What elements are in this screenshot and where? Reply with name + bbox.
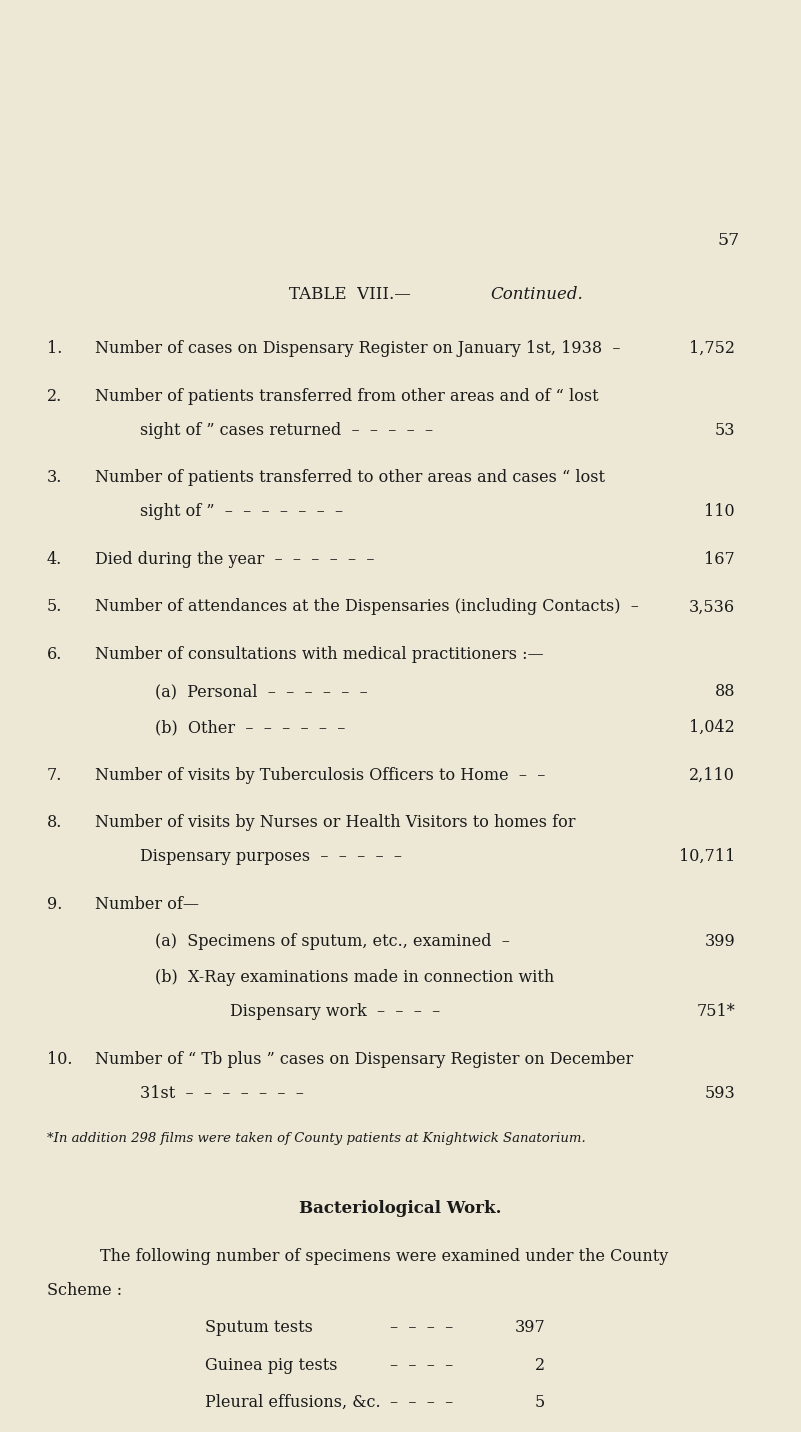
Text: 10.: 10. bbox=[47, 1051, 73, 1068]
Text: 110: 110 bbox=[704, 503, 735, 520]
Text: 167: 167 bbox=[704, 551, 735, 569]
Text: 6.: 6. bbox=[47, 646, 62, 663]
Text: Number of attendances at the Dispensaries (including Contacts)  –: Number of attendances at the Dispensarie… bbox=[95, 599, 639, 616]
Text: TABLE  VIII.—: TABLE VIII.— bbox=[289, 286, 411, 304]
Text: 7.: 7. bbox=[47, 766, 62, 783]
Text: 2.: 2. bbox=[47, 388, 62, 405]
Text: 397: 397 bbox=[514, 1319, 545, 1336]
Text: Sputum tests: Sputum tests bbox=[205, 1319, 313, 1336]
Text: Number of cases on Dispensary Register on January 1st, 1938  –: Number of cases on Dispensary Register o… bbox=[95, 339, 621, 357]
Text: 4.: 4. bbox=[47, 551, 62, 569]
Text: 593: 593 bbox=[704, 1084, 735, 1101]
Text: 3.: 3. bbox=[47, 470, 62, 487]
Text: (a)  Specimens of sputum, etc., examined  –: (a) Specimens of sputum, etc., examined … bbox=[155, 934, 510, 951]
Text: Dispensary work  –  –  –  –: Dispensary work – – – – bbox=[230, 1002, 441, 1020]
Text: sight of ”  –  –  –  –  –  –  –: sight of ” – – – – – – – bbox=[140, 503, 343, 520]
Text: 8.: 8. bbox=[47, 815, 62, 832]
Text: Dispensary purposes  –  –  –  –  –: Dispensary purposes – – – – – bbox=[140, 848, 402, 865]
Text: Number of patients transferred to other areas and cases “ lost: Number of patients transferred to other … bbox=[95, 470, 605, 487]
Text: 53: 53 bbox=[714, 421, 735, 438]
Text: Scheme :: Scheme : bbox=[47, 1282, 122, 1299]
Text: Number of—: Number of— bbox=[95, 896, 199, 914]
Text: 57: 57 bbox=[718, 232, 740, 249]
Text: Bacteriological Work.: Bacteriological Work. bbox=[299, 1200, 501, 1217]
Text: 399: 399 bbox=[704, 934, 735, 951]
Text: Pleural effusions, &c.: Pleural effusions, &c. bbox=[205, 1393, 380, 1411]
Text: 88: 88 bbox=[714, 683, 735, 700]
Text: (b)  Other  –  –  –  –  –  –: (b) Other – – – – – – bbox=[155, 719, 345, 736]
Text: –  –  –  –: – – – – bbox=[390, 1393, 453, 1411]
Text: 5: 5 bbox=[535, 1393, 545, 1411]
Text: sight of ” cases returned  –  –  –  –  –: sight of ” cases returned – – – – – bbox=[140, 421, 433, 438]
Text: Number of patients transferred from other areas and of “ lost: Number of patients transferred from othe… bbox=[95, 388, 598, 405]
Text: 751*: 751* bbox=[696, 1002, 735, 1020]
Text: Died during the year  –  –  –  –  –  –: Died during the year – – – – – – bbox=[95, 551, 375, 569]
Text: Number of visits by Tuberculosis Officers to Home  –  –: Number of visits by Tuberculosis Officer… bbox=[95, 766, 545, 783]
Text: 31st  –  –  –  –  –  –  –: 31st – – – – – – – bbox=[140, 1084, 304, 1101]
Text: *In addition 298 films were taken of County patients at Knightwick Sanatorium.: *In addition 298 films were taken of Cou… bbox=[47, 1133, 586, 1146]
Text: 1.: 1. bbox=[47, 339, 62, 357]
Text: 10,711: 10,711 bbox=[678, 848, 735, 865]
Text: 3,536: 3,536 bbox=[689, 599, 735, 616]
Text: (b)  X-Ray examinations made in connection with: (b) X-Ray examinations made in connectio… bbox=[155, 969, 554, 987]
Text: 1,752: 1,752 bbox=[689, 339, 735, 357]
Text: 2: 2 bbox=[535, 1356, 545, 1373]
Text: Guinea pig tests: Guinea pig tests bbox=[205, 1356, 337, 1373]
Text: Number of “ Tb plus ” cases on Dispensary Register on December: Number of “ Tb plus ” cases on Dispensar… bbox=[95, 1051, 634, 1068]
Text: 1,042: 1,042 bbox=[689, 719, 735, 736]
Text: –  –  –  –: – – – – bbox=[390, 1356, 453, 1373]
Text: The following number of specimens were examined under the County: The following number of specimens were e… bbox=[100, 1247, 668, 1264]
Text: Number of visits by Nurses or Health Visitors to homes for: Number of visits by Nurses or Health Vis… bbox=[95, 815, 575, 832]
Text: –  –  –  –: – – – – bbox=[390, 1319, 453, 1336]
Text: Continued.: Continued. bbox=[490, 286, 583, 304]
Text: 2,110: 2,110 bbox=[689, 766, 735, 783]
Text: 9.: 9. bbox=[47, 896, 62, 914]
Text: 5.: 5. bbox=[47, 599, 62, 616]
Text: Number of consultations with medical practitioners :—: Number of consultations with medical pra… bbox=[95, 646, 544, 663]
Text: (a)  Personal  –  –  –  –  –  –: (a) Personal – – – – – – bbox=[155, 683, 368, 700]
